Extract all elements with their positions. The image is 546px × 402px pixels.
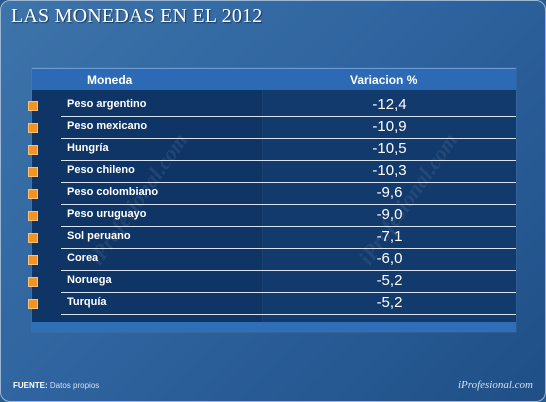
table-row: Peso argentino -12,4	[32, 95, 516, 117]
currency-name: Peso mexicano	[67, 120, 148, 132]
currency-table: Moneda Variacion % Peso argentino -12,4 Pe…	[32, 68, 516, 332]
table-row: Peso chileno -10,3	[32, 161, 516, 183]
currency-name: Peso argentino	[67, 98, 147, 110]
header-change: Variacion %	[350, 73, 418, 87]
table-row: Noruega -5,2	[32, 271, 516, 293]
currency-change-value: -7,1	[376, 228, 403, 245]
row-separator	[61, 248, 516, 249]
row-separator	[61, 270, 516, 271]
currency-change-value: -5,2	[376, 272, 403, 289]
table-row: Peso mexicano -10,9	[32, 117, 516, 139]
bullet-square-icon	[28, 189, 38, 199]
currency-name: Peso uruguayo	[67, 208, 147, 220]
currency-change-value: -10,3	[372, 162, 407, 179]
table-header: Moneda Variacion %	[32, 68, 516, 90]
source-label: FUENTE:	[13, 381, 48, 390]
table-row: Hungría -10,5	[32, 139, 516, 161]
currency-name: Noruega	[67, 274, 112, 286]
bullet-square-icon	[28, 233, 38, 243]
currency-change-value: -10,5	[372, 140, 407, 157]
currency-change-value: -9,6	[376, 184, 403, 201]
currency-name: Hungría	[67, 142, 109, 154]
table-row: Sol peruano -7,1	[32, 227, 516, 249]
column-divider	[262, 89, 263, 322]
currency-name: Turquía	[67, 296, 107, 308]
row-separator	[61, 292, 516, 293]
bullet-square-icon	[28, 101, 38, 111]
row-separator	[61, 182, 516, 183]
currency-change-value: -9,0	[376, 206, 403, 223]
row-separator	[61, 314, 516, 315]
bullet-square-icon	[28, 211, 38, 221]
row-separator	[61, 160, 516, 161]
currency-change-value: -12,4	[372, 96, 407, 113]
currency-name: Peso chileno	[67, 164, 135, 176]
table-row: Corea -6,0	[32, 249, 516, 271]
currency-change-value: -6,0	[376, 250, 403, 267]
bullet-square-icon	[28, 299, 38, 309]
source-text: Datos propios	[49, 381, 100, 390]
table-row: Peso uruguayo -9,0	[32, 205, 516, 227]
bullet-square-icon	[28, 255, 38, 265]
currency-name: Peso colombiano	[67, 186, 159, 198]
row-separator	[61, 204, 516, 205]
bullet-square-icon	[28, 123, 38, 133]
bullet-square-icon	[28, 145, 38, 155]
bullet-square-icon	[28, 167, 38, 177]
brand-logo: iProfesional.com	[457, 379, 533, 391]
currency-change-value: -10,9	[372, 118, 407, 135]
row-separator	[61, 138, 516, 139]
bullet-square-icon	[28, 277, 38, 287]
table-row: Turquía -5,2	[32, 293, 516, 315]
currency-change-value: -5,2	[376, 294, 403, 311]
chart-title: LAS MONEDAS EN EL 2012	[11, 5, 263, 27]
table-row: Peso colombiano -9,6	[32, 183, 516, 205]
row-separator	[61, 116, 516, 117]
currency-name: Corea	[67, 252, 99, 264]
row-separator	[61, 226, 516, 227]
source-note: FUENTE: Datos propios	[13, 381, 99, 390]
currency-name: Sol peruano	[67, 230, 131, 242]
header-currency: Moneda	[87, 73, 133, 87]
value-column-panel	[263, 89, 516, 322]
